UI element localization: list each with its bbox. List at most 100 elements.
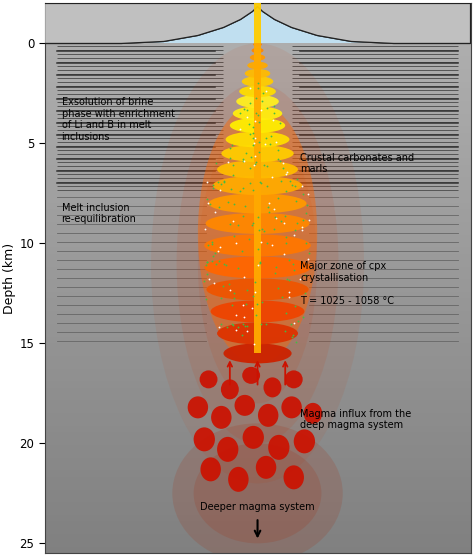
Bar [45, 43, 471, 50]
Ellipse shape [151, 43, 364, 483]
Bar [45, 394, 471, 400]
Text: Crustal carbonates and
marls: Crustal carbonates and marls [300, 153, 414, 174]
Bar [45, 190, 471, 197]
Bar [45, 203, 471, 209]
Bar [45, 381, 471, 388]
Ellipse shape [206, 278, 309, 300]
Ellipse shape [221, 145, 294, 162]
Bar [45, 107, 471, 114]
Bar [45, 400, 471, 407]
Bar [45, 477, 471, 483]
Ellipse shape [226, 131, 290, 148]
Y-axis label: Depth (km): Depth (km) [3, 243, 17, 314]
Bar [45, 471, 471, 477]
Ellipse shape [285, 370, 303, 388]
Bar [45, 120, 471, 126]
Bar [45, 126, 471, 133]
Text: Major zone of cpx
crystallisation

T = 1025 - 1058 °C: Major zone of cpx crystallisation T = 10… [300, 261, 394, 306]
Bar [45, 413, 471, 419]
Bar [45, 82, 471, 88]
Bar [45, 273, 471, 279]
Bar [45, 247, 471, 254]
Bar [45, 483, 471, 490]
Ellipse shape [217, 160, 298, 178]
Bar [45, 114, 471, 120]
Bar [45, 50, 471, 56]
Bar [45, 496, 471, 502]
Ellipse shape [204, 256, 311, 278]
Ellipse shape [194, 427, 215, 451]
Bar [45, 432, 471, 438]
Text: Deeper magma system: Deeper magma system [200, 502, 315, 512]
Bar [45, 438, 471, 445]
Ellipse shape [200, 370, 218, 388]
Bar [45, 362, 471, 369]
Bar [45, 349, 471, 356]
Ellipse shape [250, 54, 265, 61]
Ellipse shape [253, 42, 262, 46]
Bar [45, 95, 471, 101]
Bar [45, 305, 471, 311]
Ellipse shape [210, 300, 304, 323]
Bar [45, 133, 471, 139]
Bar [45, 445, 471, 451]
FancyBboxPatch shape [45, 3, 471, 43]
Bar [45, 534, 471, 541]
Ellipse shape [294, 429, 315, 453]
Ellipse shape [236, 95, 279, 108]
Bar [45, 241, 471, 247]
Ellipse shape [264, 378, 282, 397]
Bar [45, 62, 471, 69]
Bar [45, 209, 471, 216]
Bar [45, 324, 471, 330]
Bar [45, 547, 471, 553]
Bar [45, 464, 471, 471]
Polygon shape [45, 3, 471, 43]
Ellipse shape [283, 465, 304, 490]
Bar [45, 509, 471, 515]
Bar [45, 286, 471, 292]
Bar [45, 521, 471, 528]
Bar [45, 426, 471, 432]
Bar [45, 69, 471, 75]
Bar [45, 343, 471, 349]
Ellipse shape [282, 397, 302, 418]
Bar [45, 234, 471, 241]
Ellipse shape [268, 435, 290, 460]
Bar [45, 528, 471, 534]
Bar [45, 164, 471, 171]
Bar [45, 145, 471, 152]
Bar [45, 515, 471, 521]
Bar [45, 311, 471, 317]
Ellipse shape [209, 193, 307, 213]
Bar [45, 184, 471, 190]
Ellipse shape [245, 69, 270, 78]
Bar [45, 88, 471, 95]
Ellipse shape [217, 437, 238, 462]
Bar [45, 260, 471, 267]
Bar [45, 254, 471, 260]
Ellipse shape [228, 467, 248, 492]
Ellipse shape [243, 426, 264, 449]
Ellipse shape [303, 403, 322, 424]
Ellipse shape [211, 406, 232, 429]
Bar [45, 216, 471, 222]
Ellipse shape [201, 457, 221, 481]
Ellipse shape [252, 48, 264, 53]
Bar [45, 152, 471, 158]
Bar [45, 502, 471, 509]
Ellipse shape [221, 379, 239, 399]
FancyBboxPatch shape [45, 3, 471, 43]
Bar [45, 197, 471, 203]
Ellipse shape [256, 456, 276, 479]
Ellipse shape [173, 423, 343, 557]
Ellipse shape [239, 86, 276, 97]
Bar [45, 336, 471, 343]
Ellipse shape [235, 395, 255, 416]
Bar [45, 356, 471, 362]
Bar [45, 419, 471, 426]
Bar [45, 451, 471, 458]
Ellipse shape [217, 323, 298, 344]
Ellipse shape [188, 397, 208, 418]
Text: Exsolution of brine
phase with enrichment
of Li and B in melt
inclusions: Exsolution of brine phase with enrichmen… [62, 97, 174, 142]
